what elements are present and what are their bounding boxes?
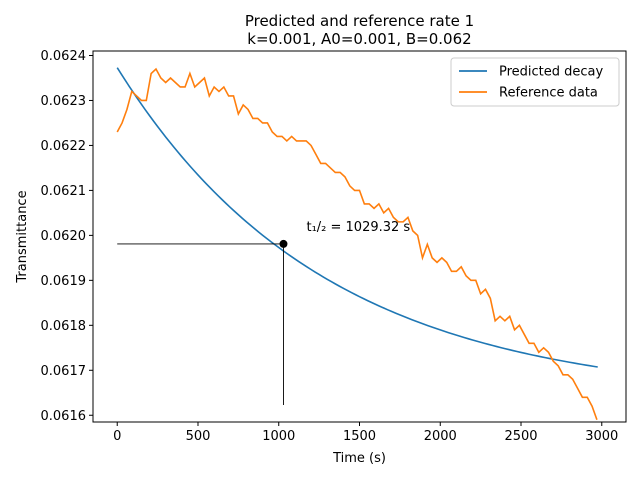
plot-area: t₁/₂ = 1029.32 s xyxy=(116,67,598,421)
chart-title-line1: Predicted and reference rate 1 xyxy=(245,12,474,30)
chart-title-line2: k=0.001, A0=0.001, B=0.062 xyxy=(247,30,471,48)
x-tick-label: 500 xyxy=(186,429,211,444)
series-reference-data-line xyxy=(116,67,598,421)
x-axis-label: Time (s) xyxy=(332,451,386,466)
series-predicted-decay-line xyxy=(116,67,598,368)
legend-box xyxy=(450,57,620,107)
legend-label: Predicted decay xyxy=(499,65,604,80)
y-tick-label: 0.0617 xyxy=(41,364,87,379)
y-tick-label: 0.0621 xyxy=(41,184,87,199)
x-tick-label: 2500 xyxy=(504,429,537,444)
y-tick-label: 0.0616 xyxy=(41,409,87,424)
y-tick-label: 0.0619 xyxy=(41,274,87,289)
x-tick-label: 3000 xyxy=(585,429,618,444)
x-tick-label: 1000 xyxy=(262,429,295,444)
y-axis-label: Transmittance xyxy=(15,190,30,283)
y-tick-label: 0.0620 xyxy=(41,229,87,244)
axes-frame xyxy=(92,50,627,423)
x-tick-label: 1500 xyxy=(343,429,376,444)
y-tick-label: 0.0623 xyxy=(41,94,87,109)
axis-ticks: 0 500 1000 1500 2000 2500 3000 0.0616 0.0617 0.06… xyxy=(41,49,619,444)
y-tick-label: 0.0622 xyxy=(41,139,87,154)
y-tick-label: 0.0618 xyxy=(41,319,87,334)
half-life-annotation: t₁/₂ = 1029.32 s xyxy=(306,220,410,235)
legend: Predicted decay Reference data xyxy=(450,57,620,107)
x-tick-label: 0 xyxy=(113,429,121,444)
y-tick-label: 0.0624 xyxy=(41,49,87,64)
half-life-point xyxy=(279,239,288,248)
legend-label: Reference data xyxy=(499,86,598,101)
x-tick-label: 2000 xyxy=(424,429,457,444)
